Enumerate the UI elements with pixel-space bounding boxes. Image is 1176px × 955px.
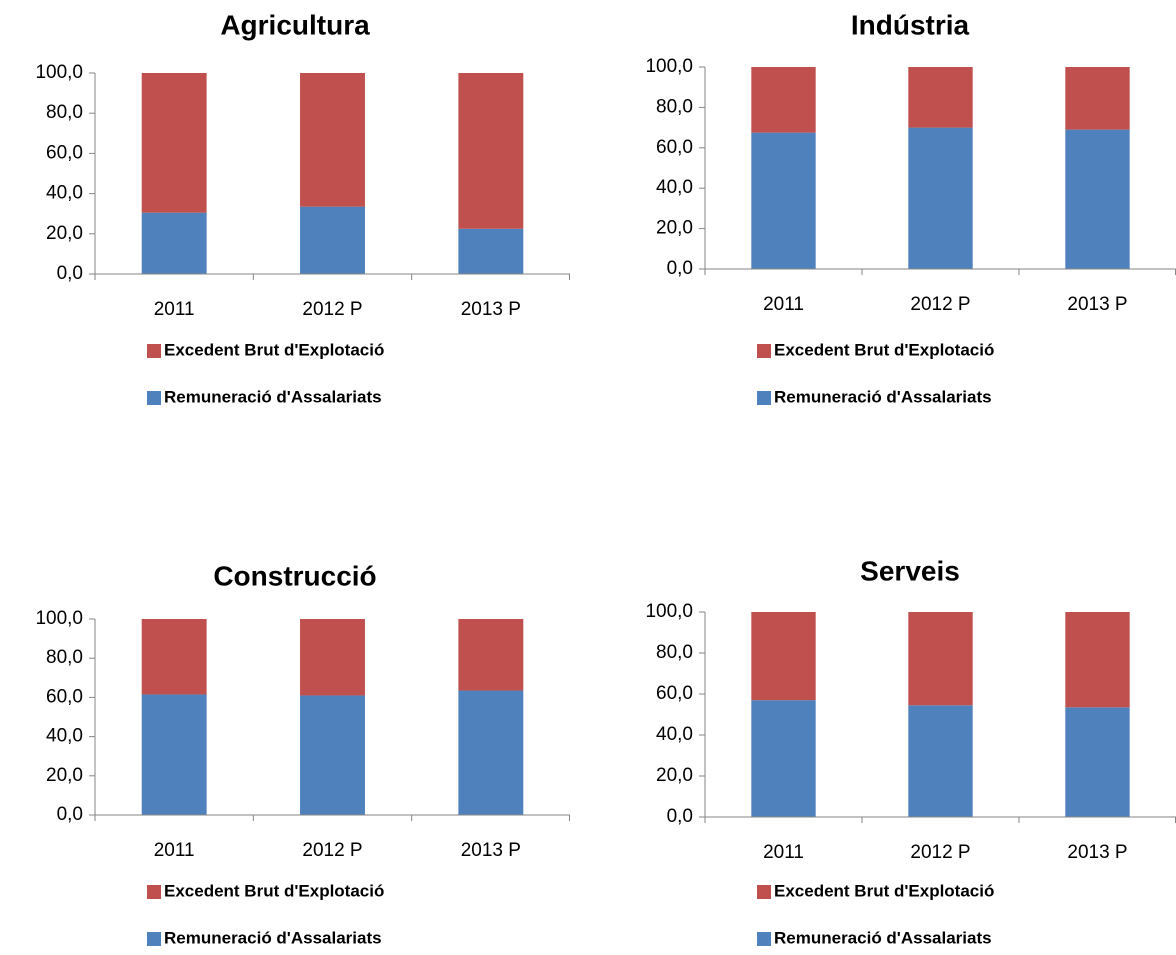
bar-segment	[300, 73, 365, 207]
x-tick-label: 2011	[763, 294, 804, 315]
bar-segment	[458, 690, 524, 815]
legend-swatch	[757, 391, 771, 405]
y-tick-label: 100,0	[35, 608, 83, 629]
y-tick-label: 0,0	[57, 804, 83, 825]
y-tick-label: 20,0	[656, 765, 693, 786]
x-tick-label: 2013 P	[1067, 842, 1127, 863]
chart-title: Serveis	[860, 555, 960, 586]
bar-segment	[751, 612, 816, 701]
bar-segment	[751, 67, 816, 133]
y-tick-label: 80,0	[46, 647, 83, 668]
y-tick-label: 80,0	[656, 642, 693, 663]
legend-label: Remuneració d'Assalariats	[774, 928, 992, 947]
bar-segment	[1065, 612, 1130, 708]
bar-segment	[300, 695, 365, 815]
y-tick-label: 60,0	[656, 137, 693, 158]
y-tick-label: 100,0	[35, 62, 83, 83]
legend-label: Remuneració d'Assalariats	[164, 928, 382, 947]
y-tick-label: 20,0	[46, 223, 83, 244]
x-tick-label: 2012 P	[910, 294, 970, 315]
bar-segment	[908, 612, 973, 706]
x-tick-label: 2011	[763, 842, 804, 863]
bar-segment	[908, 67, 973, 128]
x-tick-label: 2013 P	[461, 840, 521, 861]
legend-swatch	[757, 344, 771, 358]
chart-title: Indústria	[851, 9, 970, 40]
bar-segment	[751, 132, 816, 269]
bar-segment	[908, 705, 973, 817]
legend-swatch	[147, 344, 161, 358]
bar-segment	[458, 619, 524, 691]
x-tick-label: 2012 P	[302, 840, 362, 861]
bar-segment	[141, 694, 207, 815]
bar-segment	[1065, 67, 1130, 130]
legend-label: Remuneració d'Assalariats	[774, 387, 992, 406]
bar-segment	[141, 212, 207, 274]
legend-swatch	[757, 932, 771, 946]
y-tick-label: 40,0	[656, 724, 693, 745]
y-tick-label: 40,0	[656, 177, 693, 198]
y-tick-label: 0,0	[667, 806, 693, 827]
bar-segment	[141, 619, 207, 695]
bar-segment	[908, 127, 973, 269]
legend-swatch	[147, 391, 161, 405]
y-tick-label: 20,0	[46, 765, 83, 786]
y-tick-label: 80,0	[656, 96, 693, 117]
y-tick-label: 100,0	[645, 601, 693, 622]
x-tick-label: 2013 P	[1067, 294, 1127, 315]
y-tick-label: 40,0	[46, 183, 83, 204]
y-tick-label: 0,0	[57, 263, 83, 284]
bar-segment	[1065, 707, 1130, 817]
legend-label: Excedent Brut d'Explotació	[164, 340, 384, 359]
legend-label: Excedent Brut d'Explotació	[774, 881, 994, 900]
chart-title: Agricultura	[220, 9, 370, 40]
y-tick-label: 60,0	[46, 686, 83, 707]
x-tick-label: 2011	[154, 840, 195, 861]
legend-label: Excedent Brut d'Explotació	[164, 881, 384, 900]
legend-swatch	[147, 885, 161, 899]
y-tick-label: 60,0	[46, 142, 83, 163]
y-tick-label: 20,0	[656, 218, 693, 239]
bar-segment	[458, 228, 524, 274]
y-tick-label: 100,0	[645, 56, 693, 77]
y-tick-label: 40,0	[46, 726, 83, 747]
y-tick-label: 60,0	[656, 683, 693, 704]
legend-label: Remuneració d'Assalariats	[164, 387, 382, 406]
bar-segment	[141, 73, 207, 213]
bar-segment	[458, 73, 524, 229]
bar-segment	[300, 619, 365, 696]
bar-segment	[751, 700, 816, 817]
chart-title: Construcció	[213, 560, 376, 591]
bar-segment	[1065, 129, 1130, 269]
bar-segment	[300, 206, 365, 274]
legend-swatch	[147, 932, 161, 946]
x-tick-label: 2013 P	[461, 299, 521, 320]
y-tick-label: 0,0	[667, 258, 693, 279]
x-tick-label: 2012 P	[302, 299, 362, 320]
y-tick-label: 80,0	[46, 102, 83, 123]
x-tick-label: 2011	[154, 299, 195, 320]
x-tick-label: 2012 P	[910, 842, 970, 863]
legend-label: Excedent Brut d'Explotació	[774, 340, 994, 359]
legend-swatch	[757, 885, 771, 899]
